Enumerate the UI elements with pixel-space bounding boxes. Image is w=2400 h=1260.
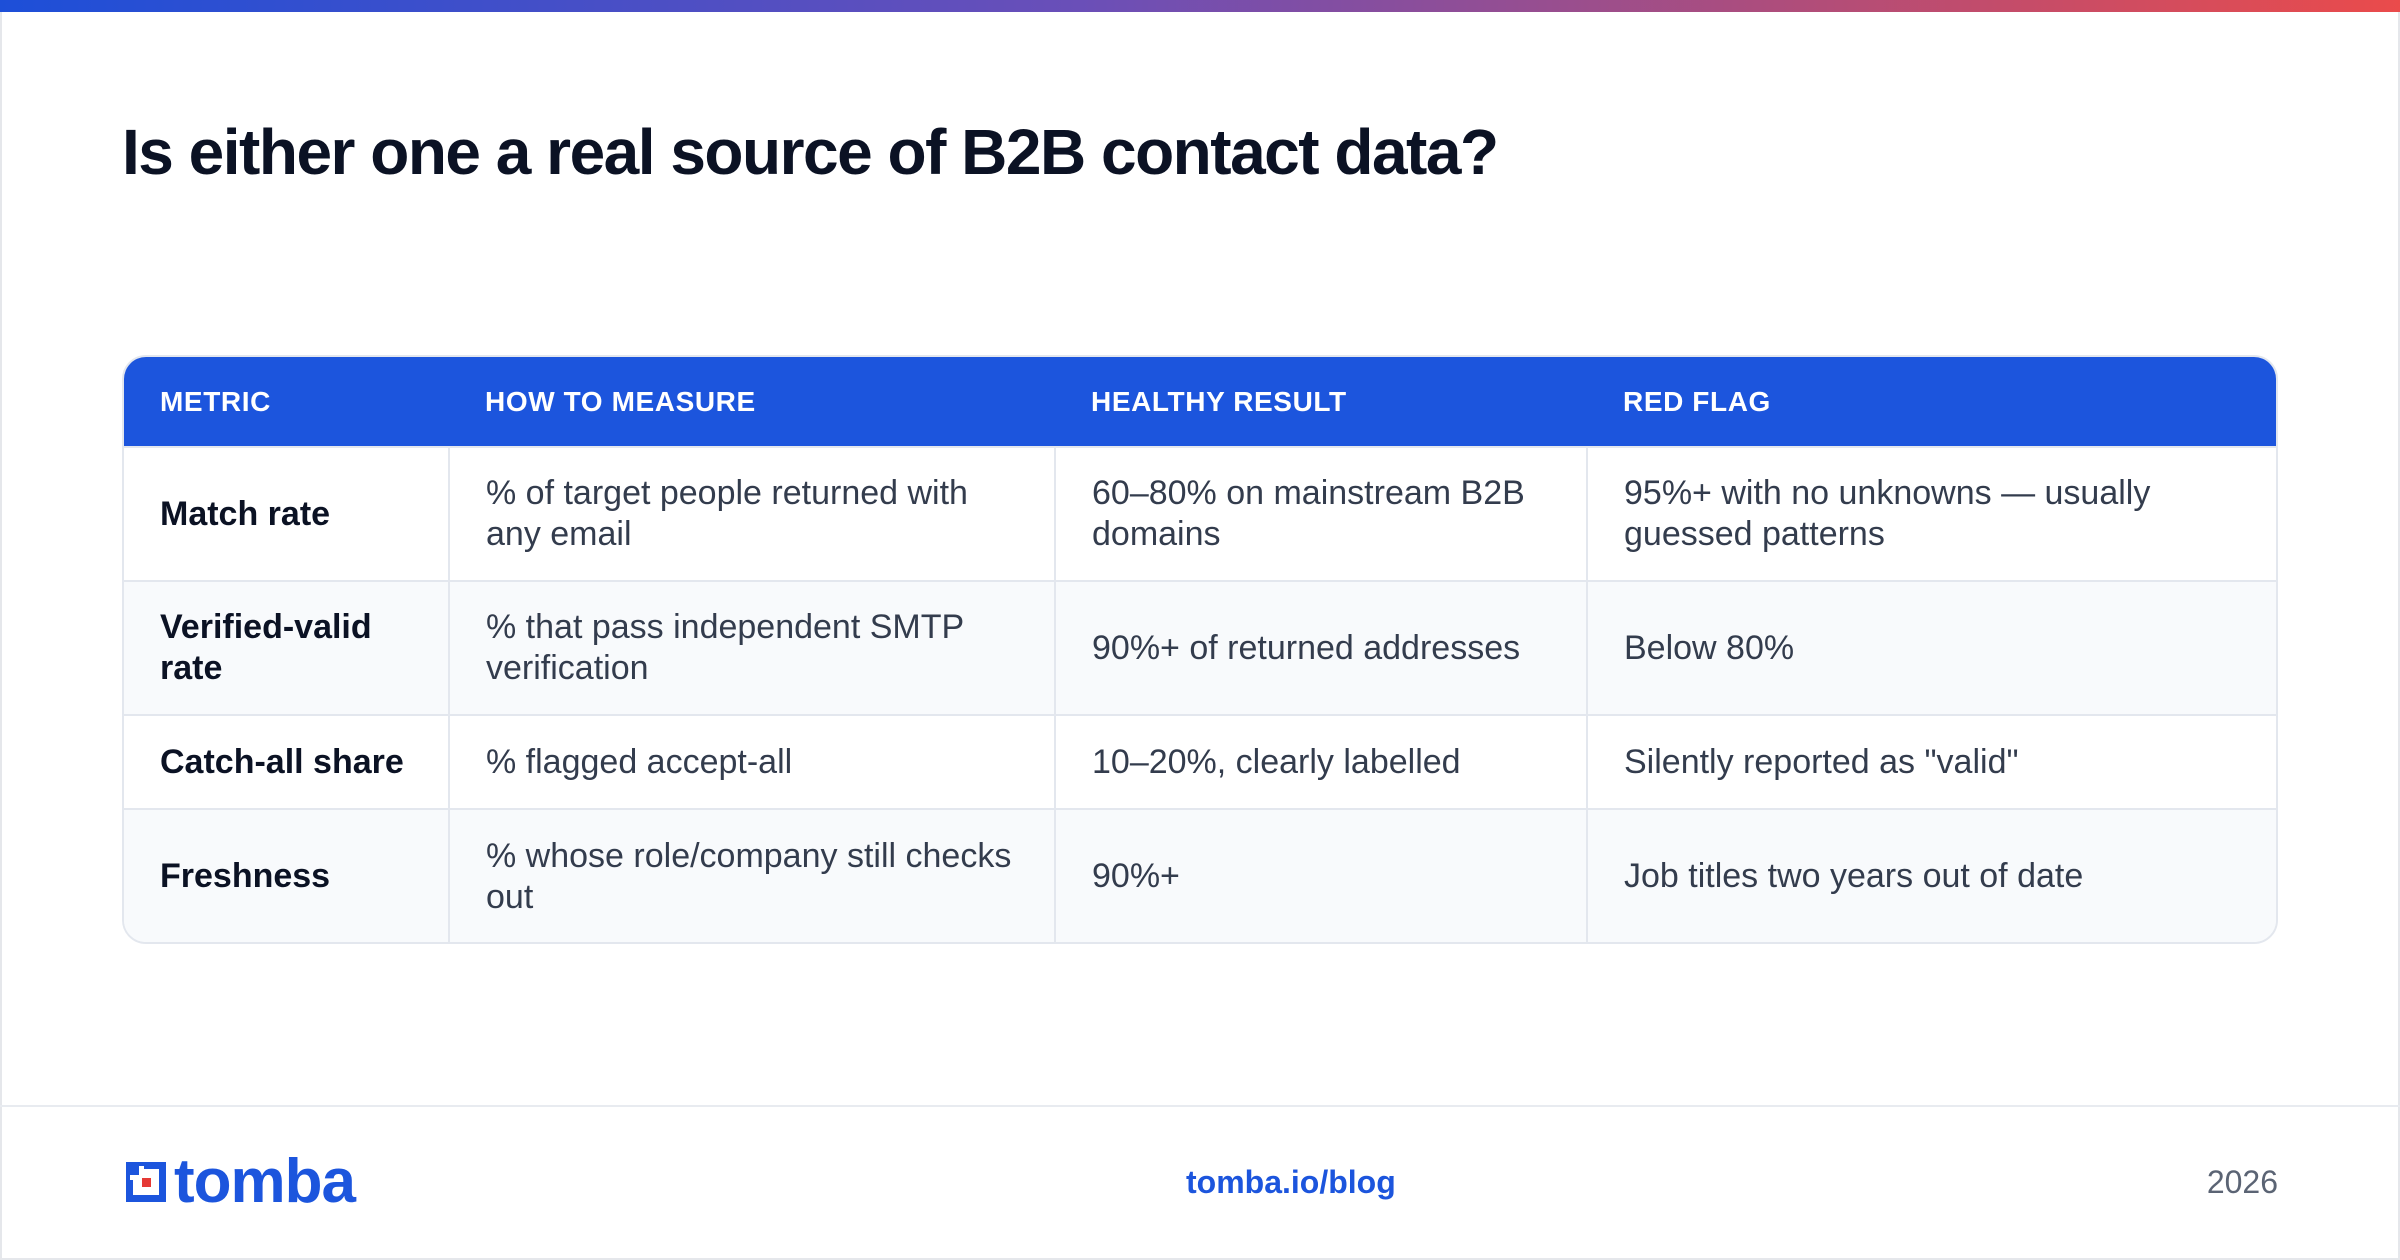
cell-red-flag: Job titles two years out of date xyxy=(1586,809,2276,942)
table-header: METRIC HOW TO MEASURE HEALTHY RESULT RED… xyxy=(124,357,2276,447)
cell-metric: Catch-all share xyxy=(160,742,404,781)
logo-wordmark: tomba xyxy=(174,1147,356,1216)
cell-measure: % flagged accept-all xyxy=(448,715,1055,809)
footer-year: 2026 xyxy=(2206,1164,2278,1200)
cell-red-flag: 95%+ with no unknowns — usually guessed … xyxy=(1586,447,2276,581)
cell-healthy: 10–20%, clearly labelled xyxy=(1054,715,1587,809)
cell-metric: Match rate xyxy=(160,494,331,533)
cell-healthy: 60–80% on mainstream B2B domains xyxy=(1054,447,1587,581)
cell-red-flag: Below 80% xyxy=(1586,581,2276,715)
table-row: Match rate % of target people returned w… xyxy=(124,447,2276,581)
table-row: Freshness % whose role/company still che… xyxy=(124,809,2276,942)
cell-healthy: 90%+ xyxy=(1054,809,1587,942)
metrics-table: METRIC HOW TO MEASURE HEALTHY RESULT RED… xyxy=(122,355,2278,944)
cell-red-flag: Silently reported as "valid" xyxy=(1586,715,2276,809)
cell-metric: Verified-valid rate xyxy=(160,608,372,687)
blog-link[interactable]: tomba.io/blog xyxy=(1186,1164,1396,1200)
table-header-row: METRIC HOW TO MEASURE HEALTHY RESULT RED… xyxy=(124,357,2276,447)
table-row: Catch-all share % flagged accept-all 10–… xyxy=(124,715,2276,809)
table-row: Verified-valid rate % that pass independ… xyxy=(124,581,2276,715)
cell-measure: % of target people returned with any ema… xyxy=(448,447,1055,581)
cell-measure: % that pass independent SMTP verificatio… xyxy=(448,581,1055,715)
metrics-table-grid: METRIC HOW TO MEASURE HEALTHY RESULT RED… xyxy=(124,357,2276,942)
header-how-to-measure: HOW TO MEASURE xyxy=(485,385,756,417)
cell-metric: Freshness xyxy=(160,857,331,895)
page-title: Is either one a real source of B2B conta… xyxy=(122,116,1499,188)
header-healthy-result: HEALTHY RESULT xyxy=(1091,385,1347,417)
header-red-flag: RED FLAG xyxy=(1623,385,1771,417)
cell-measure: % whose role/company still checks out xyxy=(448,809,1055,942)
top-gradient-bar xyxy=(0,0,2400,12)
table-body: Match rate % of target people returned w… xyxy=(124,447,2276,942)
header-metric: METRIC xyxy=(160,385,271,417)
footer-divider xyxy=(0,1105,2400,1107)
tomba-logo[interactable]: tomba xyxy=(122,1147,356,1216)
tomba-logo-mark-icon xyxy=(126,1162,166,1202)
cell-healthy: 90%+ of returned addresses xyxy=(1054,581,1587,715)
